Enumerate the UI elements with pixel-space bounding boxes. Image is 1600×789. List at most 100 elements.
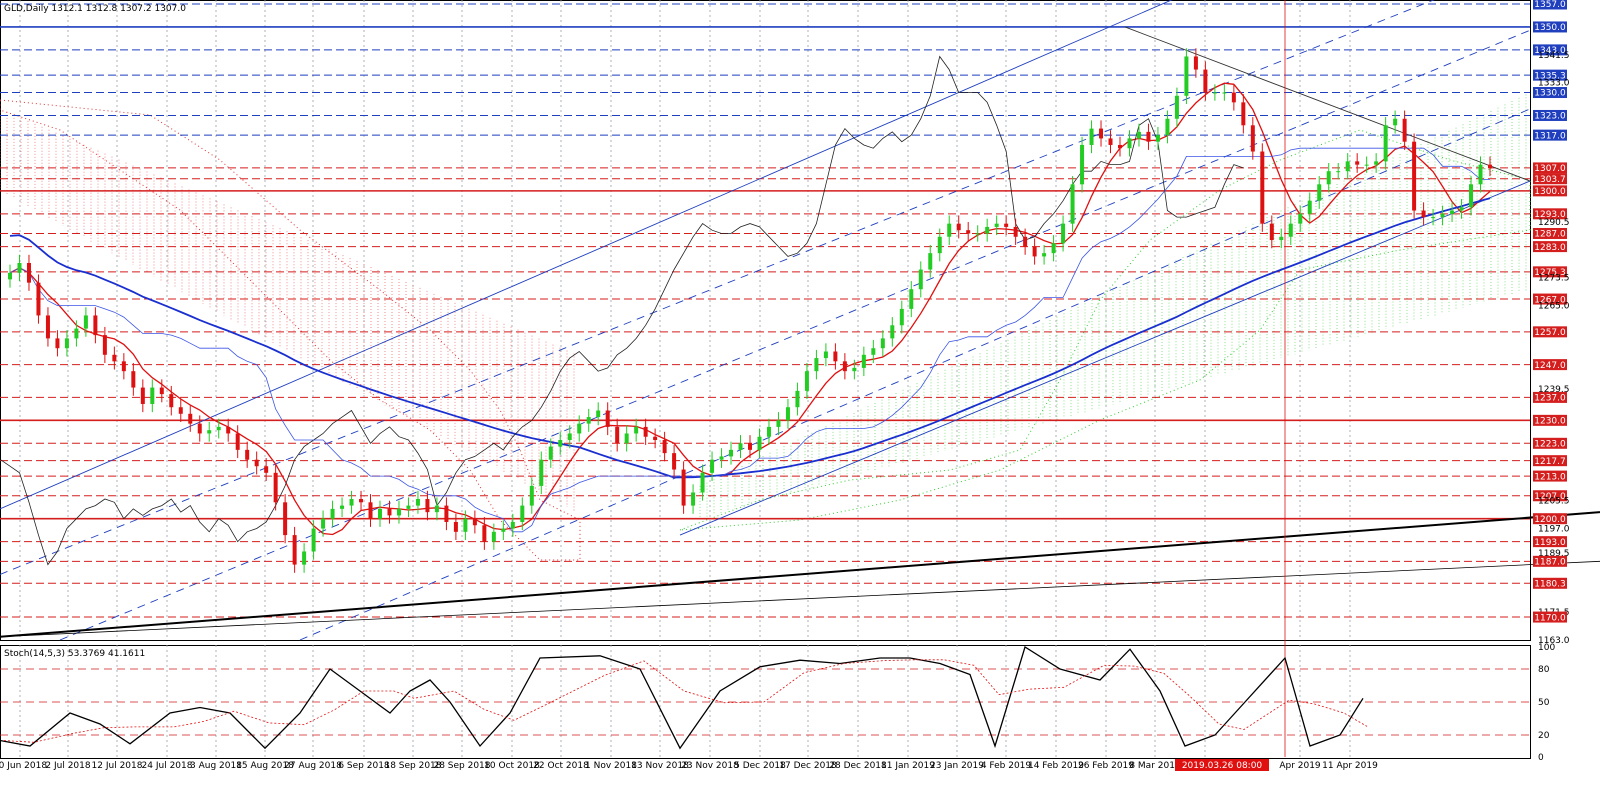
price-label-box [1533, 0, 1567, 10]
price-label-box [1533, 490, 1567, 502]
date-label: 23 Nov 2018 [681, 761, 739, 771]
price-label-box [1533, 513, 1567, 525]
candle-body [254, 459, 259, 467]
price-label: 1217.7 [1534, 457, 1566, 467]
candle-body [36, 282, 41, 316]
channel-line [0, 0, 1173, 510]
candle-body [491, 531, 496, 542]
price-label: 1187.0 [1534, 558, 1566, 568]
stoch-scale-tick: 80 [1538, 665, 1550, 675]
date-label: 11 Apr 2019 [1322, 761, 1378, 771]
date-label: 28 Dec 2018 [829, 761, 887, 771]
candle-body [548, 446, 553, 460]
candle-body [1165, 118, 1170, 136]
candle-body [45, 315, 50, 339]
candle-body [1469, 184, 1474, 208]
candle-body [1193, 56, 1198, 70]
candle-body [55, 338, 60, 349]
candle-body [349, 499, 354, 506]
candle-body [1042, 253, 1047, 257]
candle-body [899, 308, 904, 326]
price-label: 1307.0 [1534, 164, 1566, 174]
price-label-box [1533, 44, 1567, 56]
candle-body [112, 354, 117, 362]
candle-body [861, 354, 866, 368]
candle-body [425, 499, 430, 513]
price-label: 1323.0 [1534, 112, 1566, 122]
crosshair-date-box [1175, 759, 1269, 771]
candle-body [26, 262, 31, 283]
crosshair-date-label: 2019.03.26 08:00 [1182, 761, 1263, 771]
stoch-signal-line [3, 659, 1368, 743]
price-label: 1303.7 [1534, 175, 1566, 185]
price-label: 1267.0 [1534, 295, 1566, 305]
candle-body [1326, 171, 1331, 185]
price-label-box [1533, 437, 1567, 449]
candle-body [1061, 223, 1066, 244]
date-label: 28 Sep 2018 [433, 761, 490, 771]
date-label: 6 Sep 2018 [338, 761, 390, 771]
price-tick: 1205.5 [1538, 497, 1570, 507]
candle-body [785, 407, 790, 421]
candle-body [1421, 210, 1426, 218]
candle-body [340, 505, 345, 509]
stoch-title: Stoch(14,5,3) 53.3769 41.1611 [4, 649, 145, 659]
price-label-box [1533, 208, 1567, 220]
candle-body [368, 502, 373, 519]
candle-body [937, 236, 942, 254]
candle-body [1023, 236, 1028, 247]
price-label: 1170.0 [1534, 613, 1566, 623]
candle-body [681, 469, 686, 506]
candle-body [1013, 226, 1018, 237]
candle-body [766, 426, 771, 437]
candle-body [1412, 141, 1417, 211]
price-label-box [1533, 536, 1567, 548]
price-label: 1247.0 [1534, 361, 1566, 371]
price-label-box [1533, 266, 1567, 278]
candle-body [1099, 128, 1104, 139]
candle-body [1279, 236, 1284, 241]
candle-body [624, 433, 629, 444]
candle-body [501, 528, 506, 532]
candle-body [1089, 128, 1094, 145]
candle-body [1108, 138, 1113, 145]
candle-body [1260, 151, 1265, 224]
candle-body [804, 371, 809, 391]
secondary-support-line [0, 560, 1600, 638]
candle-body [596, 410, 601, 418]
price-label-box [1533, 470, 1567, 482]
candle-body [472, 518, 477, 526]
candle-body [1317, 184, 1322, 201]
candle-body [64, 338, 69, 349]
date-label: 23 Jan 2019 [930, 761, 984, 771]
candle-body [1459, 207, 1464, 211]
candle-body [121, 361, 126, 372]
candle-body [871, 348, 876, 355]
candle-body [1004, 223, 1009, 227]
moving-averages [0, 55, 1491, 566]
candle-body [738, 443, 743, 450]
price-tick: 1197.0 [1538, 525, 1570, 535]
date-label: 11 Jan 2019 [881, 761, 935, 771]
stochastic-panel: 100 80 50 20 0 [0, 643, 1555, 763]
candle-body [1118, 144, 1122, 149]
date-label: 12 Jul 2018 [92, 761, 143, 771]
candle-body [643, 426, 648, 437]
candle-body [928, 253, 933, 270]
candle-body [729, 449, 734, 457]
candle-body [975, 233, 980, 235]
candle-body [814, 358, 819, 372]
candle-body [985, 226, 990, 234]
candle-body [586, 417, 591, 424]
candle-body [1032, 246, 1037, 257]
channel-line [0, 0, 1435, 575]
candle-body [1269, 223, 1274, 241]
ichimoku-cloud [0, 94, 1531, 561]
price-label: 1223.0 [1534, 439, 1566, 449]
price-label-box [1533, 109, 1567, 121]
candle-body [235, 433, 240, 450]
price-label: 1200.0 [1534, 515, 1566, 525]
date-label: 24 Jul 2018 [142, 761, 193, 771]
